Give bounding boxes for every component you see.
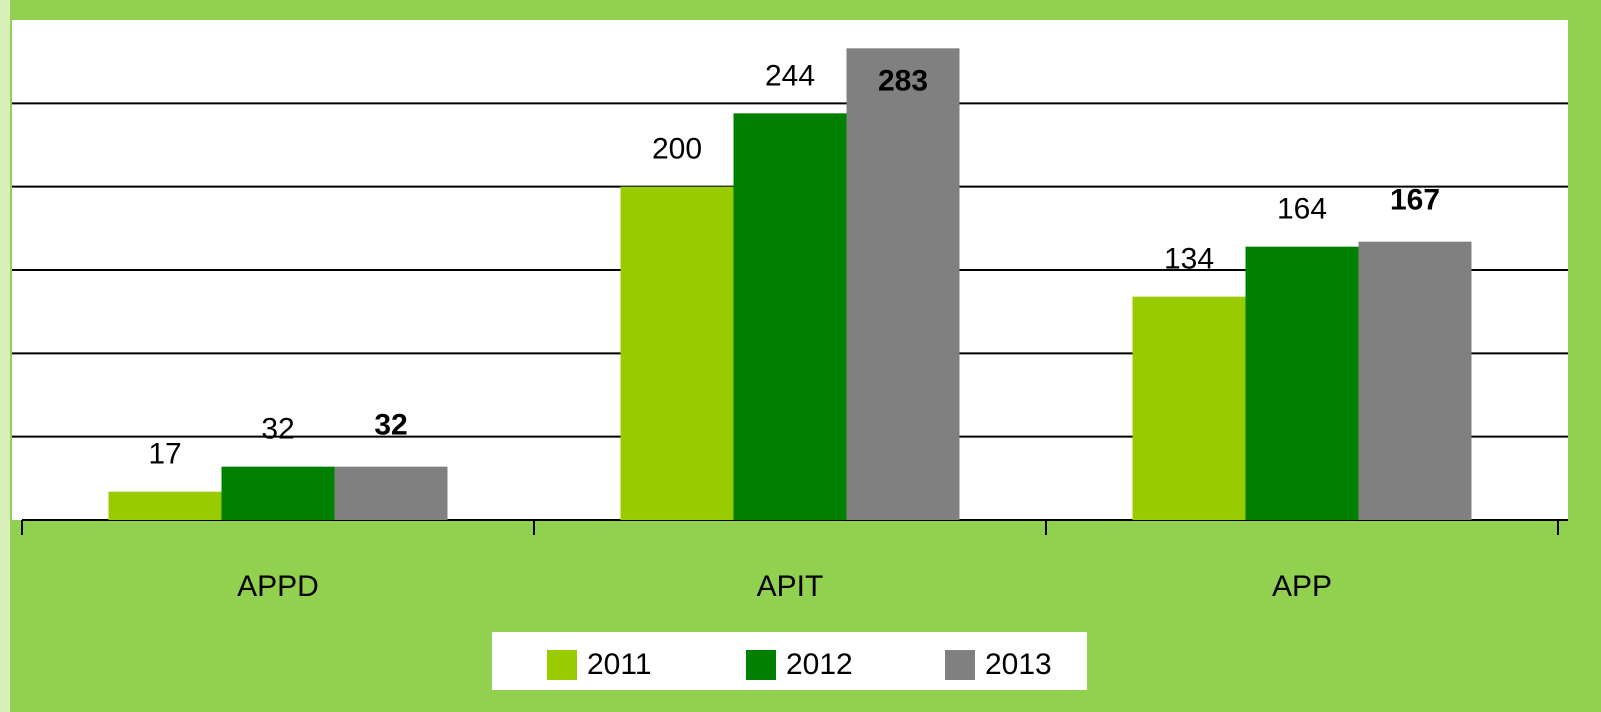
legend-label: 2012 bbox=[786, 648, 853, 681]
legend-swatch bbox=[746, 650, 776, 680]
bar bbox=[733, 113, 847, 520]
data-label: 134 bbox=[1164, 243, 1214, 276]
bar bbox=[846, 48, 960, 520]
bar bbox=[1132, 296, 1246, 520]
legend-swatch bbox=[547, 650, 577, 680]
bar bbox=[620, 186, 734, 520]
data-label: 167 bbox=[1390, 184, 1440, 217]
legend bbox=[492, 632, 1087, 690]
left-edge bbox=[0, 0, 10, 712]
data-label: 164 bbox=[1277, 193, 1327, 226]
data-label: 200 bbox=[652, 133, 702, 166]
x-tick-label: APP bbox=[1272, 570, 1332, 603]
bar bbox=[334, 466, 448, 520]
bar bbox=[221, 466, 335, 520]
x-tick-label: APIT bbox=[757, 570, 824, 603]
legend-label: 2011 bbox=[587, 648, 652, 681]
data-label: 244 bbox=[765, 59, 815, 92]
bar bbox=[108, 491, 222, 520]
legend-label: 2013 bbox=[985, 648, 1052, 681]
bar bbox=[1245, 246, 1359, 520]
legend-swatch bbox=[945, 650, 975, 680]
bar bbox=[1358, 241, 1472, 520]
data-label: 32 bbox=[261, 413, 294, 446]
x-tick-label: APPD bbox=[237, 570, 319, 603]
data-label: 32 bbox=[374, 409, 407, 442]
data-label: 17 bbox=[148, 438, 181, 471]
data-label: 283 bbox=[878, 64, 928, 97]
